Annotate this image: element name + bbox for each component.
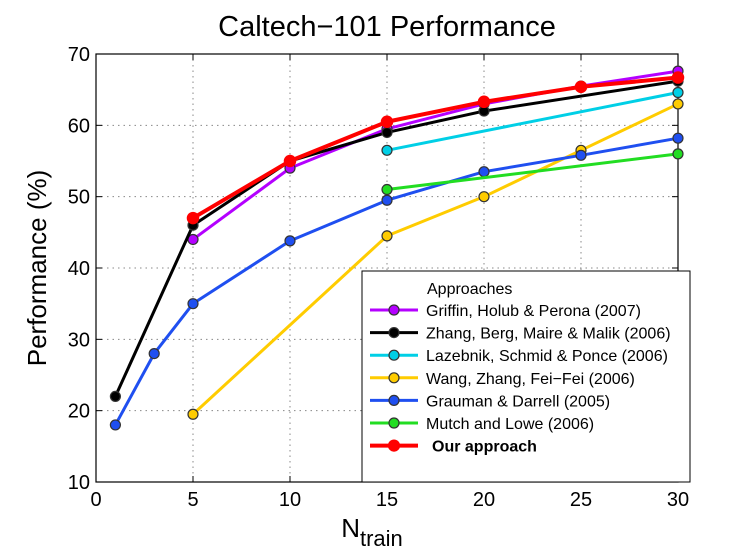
data-point: [672, 86, 684, 99]
y-tick-label: 50: [68, 187, 90, 209]
y-tick-label: 20: [68, 401, 90, 423]
axis-ticks: 0 5 10 15 20 25 30 10 20 30 40 50 60 70: [68, 44, 689, 511]
x-axis-label: Ntrain: [341, 513, 403, 551]
data-point: [381, 183, 393, 196]
y-tick-label: 70: [68, 44, 90, 66]
y-tick-label: 10: [68, 472, 90, 494]
data-point: [381, 194, 393, 206]
legend-swatch-marker: [388, 327, 400, 339]
series-line: [192, 69, 679, 241]
x-tick-label: 10: [279, 489, 301, 511]
data-point: [672, 148, 684, 160]
y-tick-label: 40: [68, 258, 90, 280]
y-tick-label: 30: [68, 329, 90, 351]
legend-swatch-marker: [388, 372, 400, 384]
data-point: [187, 408, 199, 420]
data-point: [477, 95, 491, 109]
x-axis-label-main: N: [341, 513, 360, 543]
series-4: [109, 132, 684, 431]
series-line: [191, 75, 679, 220]
data-point: [109, 419, 122, 431]
data-point: [575, 149, 587, 161]
legend-entry-label: Our approach: [432, 439, 537, 456]
data-point: [187, 298, 199, 310]
data-point: [671, 71, 685, 84]
series-layer: [109, 65, 685, 431]
series-line: [386, 152, 679, 192]
y-tick-label: 60: [68, 115, 90, 137]
legend-entry-label: Griffin, Holub & Perona (2007): [426, 303, 641, 320]
legend: Approaches Griffin, Holub & Perona (2007…: [361, 270, 691, 483]
legend-entry-label: Grauman & Darrell (2005): [426, 393, 610, 410]
data-point: [284, 235, 296, 247]
data-point: [380, 115, 394, 129]
legend-entry-label: Lazebnik, Schmid & Ponce (2006): [426, 348, 668, 365]
data-point: [478, 191, 490, 203]
data-point: [381, 230, 393, 242]
x-tick-label: 0: [90, 489, 101, 511]
legend-swatch-marker: [387, 439, 401, 452]
data-point: [672, 132, 684, 144]
series-line: [114, 136, 679, 426]
data-point: [148, 348, 160, 360]
series-5: [381, 148, 684, 196]
x-axis-label-sub: train: [360, 526, 403, 551]
series-6: [186, 71, 685, 225]
data-point: [672, 98, 684, 110]
legend-entry-label: Wang, Zhang, Fei−Fei (2006): [426, 371, 635, 388]
series-line: [114, 79, 679, 398]
data-point: [478, 166, 490, 178]
data-point: [381, 126, 393, 139]
x-tick-label: 25: [570, 489, 592, 511]
data-point: [574, 80, 588, 94]
legend-title: Approaches: [427, 281, 512, 298]
data-point: [381, 144, 393, 156]
series-2: [381, 86, 684, 156]
x-tick-label: 5: [187, 489, 198, 511]
data-point: [109, 390, 122, 402]
x-tick-label: 20: [473, 489, 495, 511]
series-line: [386, 91, 679, 152]
legend-swatch-marker: [388, 349, 400, 361]
y-axis-label: Performance (%): [22, 170, 52, 367]
chart-title: Caltech−101 Performance: [218, 11, 556, 43]
legend-swatch-marker: [388, 394, 400, 406]
legend-swatch-marker: [388, 304, 400, 316]
x-tick-label: 30: [667, 489, 689, 511]
x-tick-label: 15: [376, 489, 398, 511]
legend-entry-label: Mutch and Lowe (2006): [426, 416, 594, 433]
legend-entry-label: Zhang, Berg, Maire & Malik (2006): [426, 326, 671, 343]
data-point: [283, 154, 297, 168]
data-point: [186, 211, 200, 225]
legend-swatch-marker: [388, 417, 400, 429]
